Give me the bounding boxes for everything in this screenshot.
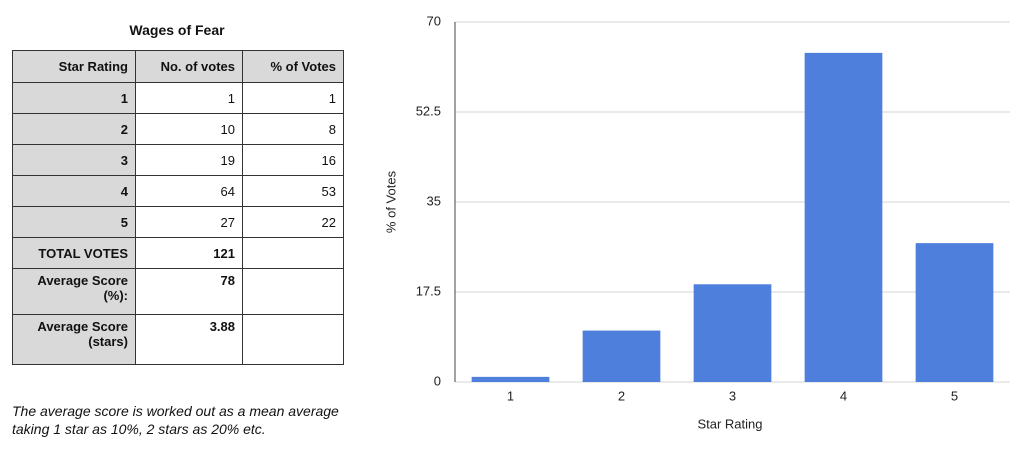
row: Average Score (%): 78 (12, 268, 344, 315)
cell: Average Score (%): (12, 268, 136, 315)
table-title: Wages of Fear (129, 22, 225, 38)
cell: 1 (12, 82, 136, 114)
x-tick-label: 2 (618, 388, 625, 403)
y-tick-label: 35 (427, 193, 441, 208)
row: 5 27 22 (12, 206, 344, 238)
bar (471, 376, 550, 382)
cell: Average Score (stars) (12, 314, 136, 365)
bar (582, 330, 661, 382)
footnote: The average score is worked out as a mea… (12, 403, 339, 437)
row: Average Score (stars) 3.88 (12, 314, 344, 365)
x-tick-label: 1 (507, 388, 514, 403)
cell: 1 (242, 82, 344, 114)
x-tick-label: 5 (951, 388, 958, 403)
x-tick-label: 4 (840, 388, 847, 403)
row: 3 19 16 (12, 144, 344, 176)
y-axis-title: % of Votes (383, 170, 398, 233)
header-cell: % of Votes (242, 50, 344, 83)
cell (242, 314, 344, 365)
cell: 22 (242, 206, 344, 238)
cell: 5 (12, 206, 136, 238)
x-tick-label: 3 (729, 388, 736, 403)
cell (242, 237, 344, 269)
bar (693, 284, 772, 382)
y-tick-label: 17.5 (416, 283, 441, 298)
cell: 3 (12, 144, 136, 176)
y-tick-label: 0 (434, 373, 441, 388)
cell: 16 (242, 144, 344, 176)
x-axis-title: Star Rating (697, 416, 762, 431)
bar (915, 243, 994, 382)
header-row: Star Rating No. of votes % of Votes (12, 50, 344, 83)
row: TOTAL VOTES 121 (12, 237, 344, 269)
cell: 3.88 (135, 314, 243, 365)
y-tick-label: 52.5 (416, 103, 441, 118)
cell: 1 (135, 82, 243, 114)
y-tick-label: 70 (427, 13, 441, 28)
bar (804, 52, 883, 382)
header-cell: No. of votes (135, 50, 243, 83)
